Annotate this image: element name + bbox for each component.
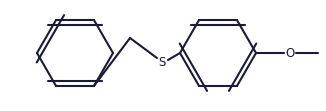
Text: S: S [158,56,166,68]
Text: O: O [285,47,295,59]
